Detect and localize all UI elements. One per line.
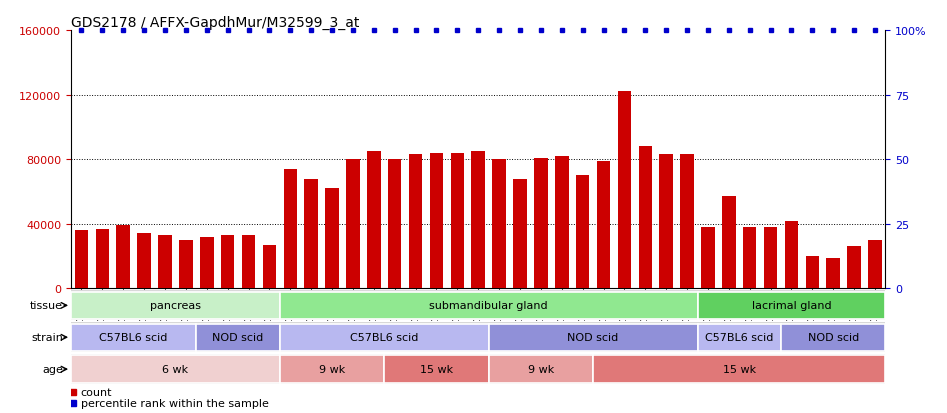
Bar bbox=[384, 356, 489, 383]
Text: 9 wk: 9 wk bbox=[319, 364, 346, 374]
Text: 15 wk: 15 wk bbox=[723, 364, 756, 374]
Bar bbox=[388, 160, 402, 289]
Bar bbox=[96, 229, 109, 289]
Bar bbox=[827, 258, 840, 289]
Text: percentile rank within the sample: percentile rank within the sample bbox=[80, 398, 269, 408]
Text: C57BL6 scid: C57BL6 scid bbox=[99, 332, 168, 342]
Bar bbox=[221, 235, 235, 289]
Text: NOD scid: NOD scid bbox=[567, 332, 618, 342]
Bar bbox=[200, 237, 214, 289]
Bar bbox=[576, 176, 589, 289]
Bar bbox=[489, 324, 698, 351]
Bar bbox=[659, 155, 673, 289]
Bar bbox=[241, 235, 256, 289]
Bar bbox=[781, 324, 885, 351]
Bar bbox=[367, 152, 381, 289]
Bar bbox=[597, 161, 610, 289]
Text: lacrimal gland: lacrimal gland bbox=[752, 301, 831, 311]
Bar bbox=[638, 147, 652, 289]
Bar bbox=[409, 155, 422, 289]
Bar bbox=[280, 324, 489, 351]
Bar bbox=[764, 228, 777, 289]
Bar bbox=[116, 226, 130, 289]
Bar bbox=[806, 256, 819, 289]
Text: C57BL6 scid: C57BL6 scid bbox=[706, 332, 774, 342]
Bar bbox=[868, 240, 882, 289]
Text: strain: strain bbox=[31, 332, 63, 342]
Bar bbox=[430, 153, 443, 289]
Bar bbox=[513, 179, 527, 289]
Bar bbox=[347, 160, 360, 289]
Bar bbox=[848, 247, 861, 289]
Text: submandibular gland: submandibular gland bbox=[429, 301, 548, 311]
Bar bbox=[492, 160, 506, 289]
Bar bbox=[158, 235, 171, 289]
Text: tissue: tissue bbox=[30, 301, 63, 311]
Bar bbox=[680, 155, 694, 289]
Bar bbox=[534, 158, 547, 289]
Bar bbox=[262, 245, 277, 289]
Text: NOD scid: NOD scid bbox=[808, 332, 859, 342]
Bar bbox=[196, 324, 280, 351]
Bar bbox=[593, 356, 885, 383]
Text: GDS2178 / AFFX-GapdhMur/M32599_3_at: GDS2178 / AFFX-GapdhMur/M32599_3_at bbox=[71, 16, 360, 30]
Text: pancreas: pancreas bbox=[150, 301, 201, 311]
Bar bbox=[137, 234, 151, 289]
Bar bbox=[489, 356, 593, 383]
Text: 15 wk: 15 wk bbox=[420, 364, 453, 374]
Text: C57BL6 scid: C57BL6 scid bbox=[350, 332, 419, 342]
Bar bbox=[743, 228, 757, 289]
Bar bbox=[283, 169, 297, 289]
Bar bbox=[179, 240, 192, 289]
Bar bbox=[451, 153, 464, 289]
Bar bbox=[71, 324, 196, 351]
Bar bbox=[71, 292, 280, 319]
Bar bbox=[472, 152, 485, 289]
Bar bbox=[698, 292, 885, 319]
Bar bbox=[701, 228, 715, 289]
Text: 6 wk: 6 wk bbox=[162, 364, 188, 374]
Text: age: age bbox=[42, 364, 63, 374]
Bar bbox=[722, 197, 736, 289]
Bar bbox=[325, 189, 339, 289]
Bar bbox=[75, 231, 88, 289]
Bar bbox=[304, 179, 318, 289]
Bar bbox=[280, 356, 384, 383]
Text: NOD scid: NOD scid bbox=[212, 332, 263, 342]
Bar bbox=[280, 292, 698, 319]
Bar bbox=[555, 157, 568, 289]
Text: 9 wk: 9 wk bbox=[527, 364, 554, 374]
Bar bbox=[71, 356, 280, 383]
Bar bbox=[785, 221, 798, 289]
Text: count: count bbox=[80, 387, 113, 397]
Bar bbox=[617, 92, 632, 289]
Bar bbox=[698, 324, 781, 351]
